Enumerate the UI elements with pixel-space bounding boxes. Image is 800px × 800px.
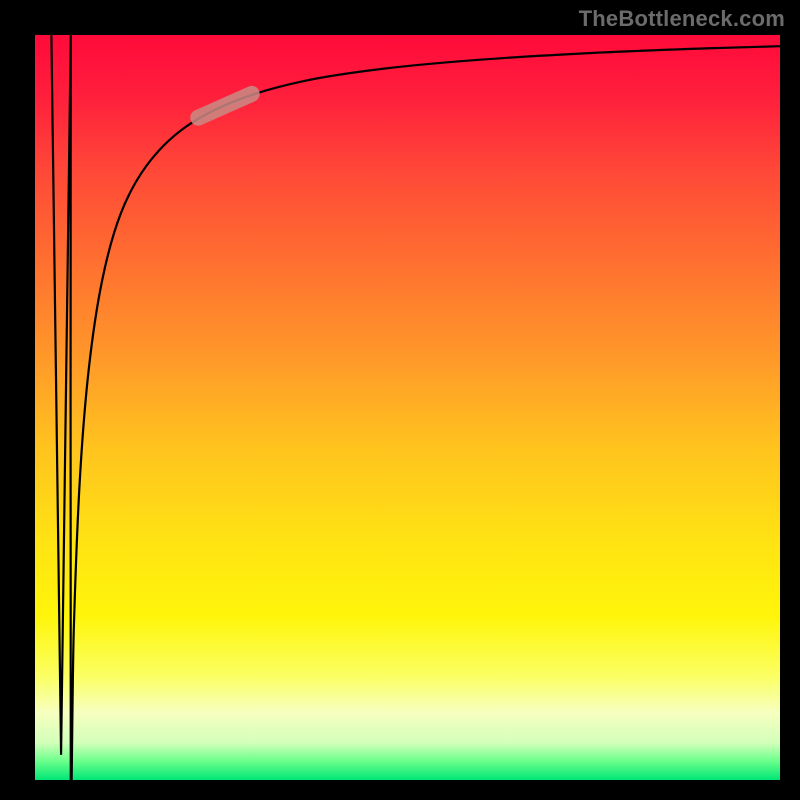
- curve-layer: [35, 35, 780, 780]
- plot-area: [35, 35, 780, 780]
- chart-frame: TheBottleneck.com: [0, 0, 800, 800]
- bottleneck-curve: [51, 35, 780, 780]
- watermark-text: TheBottleneck.com: [579, 6, 785, 32]
- highlight-segment: [188, 83, 263, 128]
